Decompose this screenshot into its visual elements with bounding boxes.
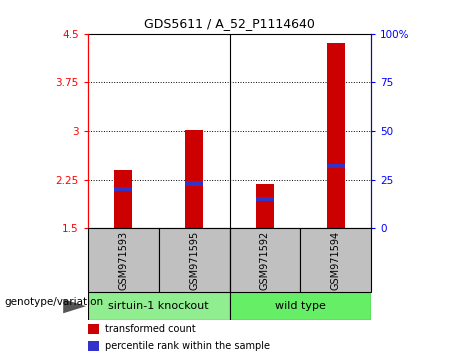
Bar (158, 228, 230, 292)
Text: sirtuin-1 knockout: sirtuin-1 knockout (108, 301, 209, 311)
Text: GSM971592: GSM971592 (260, 230, 270, 290)
Bar (327, 44, 345, 228)
Text: GSM971594: GSM971594 (331, 230, 341, 290)
Bar (256, 197, 274, 201)
Bar (185, 130, 203, 228)
Text: wild type: wild type (275, 301, 326, 311)
Bar (88, 292, 230, 320)
Bar (185, 182, 203, 185)
Title: GDS5611 / A_52_P1114640: GDS5611 / A_52_P1114640 (144, 17, 315, 30)
Bar (88, 228, 158, 292)
Bar (301, 228, 371, 292)
Bar (230, 228, 301, 292)
Bar (88, 324, 99, 334)
Bar (114, 170, 132, 228)
Text: transformed count: transformed count (105, 325, 195, 335)
Bar (230, 292, 371, 320)
Polygon shape (63, 299, 86, 313)
Bar (88, 341, 99, 350)
Bar (327, 164, 345, 168)
Text: GSM971595: GSM971595 (189, 230, 199, 290)
Bar (256, 184, 274, 228)
Bar (114, 187, 132, 192)
Text: GSM971593: GSM971593 (118, 230, 128, 290)
Text: genotype/variation: genotype/variation (4, 297, 104, 307)
Text: percentile rank within the sample: percentile rank within the sample (105, 341, 270, 350)
